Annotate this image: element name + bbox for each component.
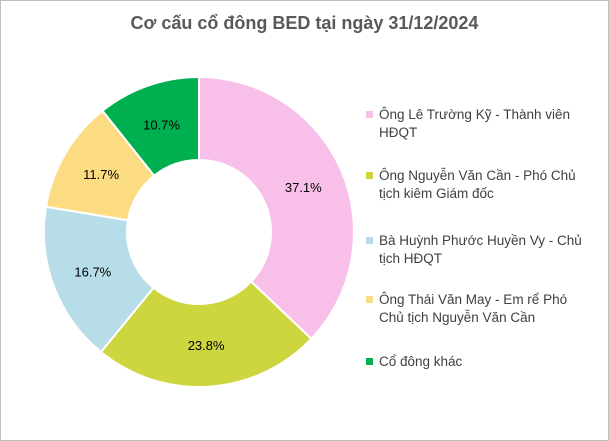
- slice-label-2: 23.8%: [188, 338, 225, 353]
- slice-label-5: 10.7%: [143, 117, 180, 132]
- legend-swatch-2: [366, 172, 373, 179]
- donut-slices: [43, 75, 355, 388]
- legend-swatch-4: [366, 296, 373, 303]
- legend-label-3: Bà Huỳnh Phước Huyền Vy - Chủ tịch HĐQT: [379, 233, 582, 266]
- slice-3: [43, 205, 155, 354]
- donut-labels: 37.1% 23.8% 16.7% 11.7% 10.7%: [74, 117, 322, 352]
- legend-swatch-1: [366, 111, 373, 118]
- slice-2: [99, 280, 313, 388]
- slice-label-4: 11.7%: [83, 167, 119, 182]
- legend-label-5: Cổ đông khác: [379, 354, 463, 369]
- slice-label-3: 16.7%: [74, 265, 111, 280]
- slice-5: [101, 75, 200, 178]
- legend-label-1: Ông Lê Trường Kỹ - Thành viên HĐQT: [379, 107, 570, 140]
- legend-swatch-3: [366, 237, 373, 244]
- chart-title: Cơ cấu cổ đông BED tại ngày 31/12/2024: [130, 13, 479, 33]
- legend-label-4: Ông Thái Văn May - Em rể Phó Chủ tịch Ng…: [379, 292, 568, 325]
- slice-1: [198, 75, 355, 341]
- legend-label-2: Ông Nguyễn Văn Cần - Phó Chủ tịch kiêm G…: [379, 168, 576, 201]
- legend-swatch-5: [366, 358, 373, 365]
- slice-label-1: 37.1%: [285, 180, 322, 195]
